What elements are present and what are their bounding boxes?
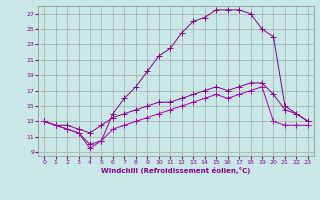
X-axis label: Windchill (Refroidissement éolien,°C): Windchill (Refroidissement éolien,°C) <box>101 167 251 174</box>
